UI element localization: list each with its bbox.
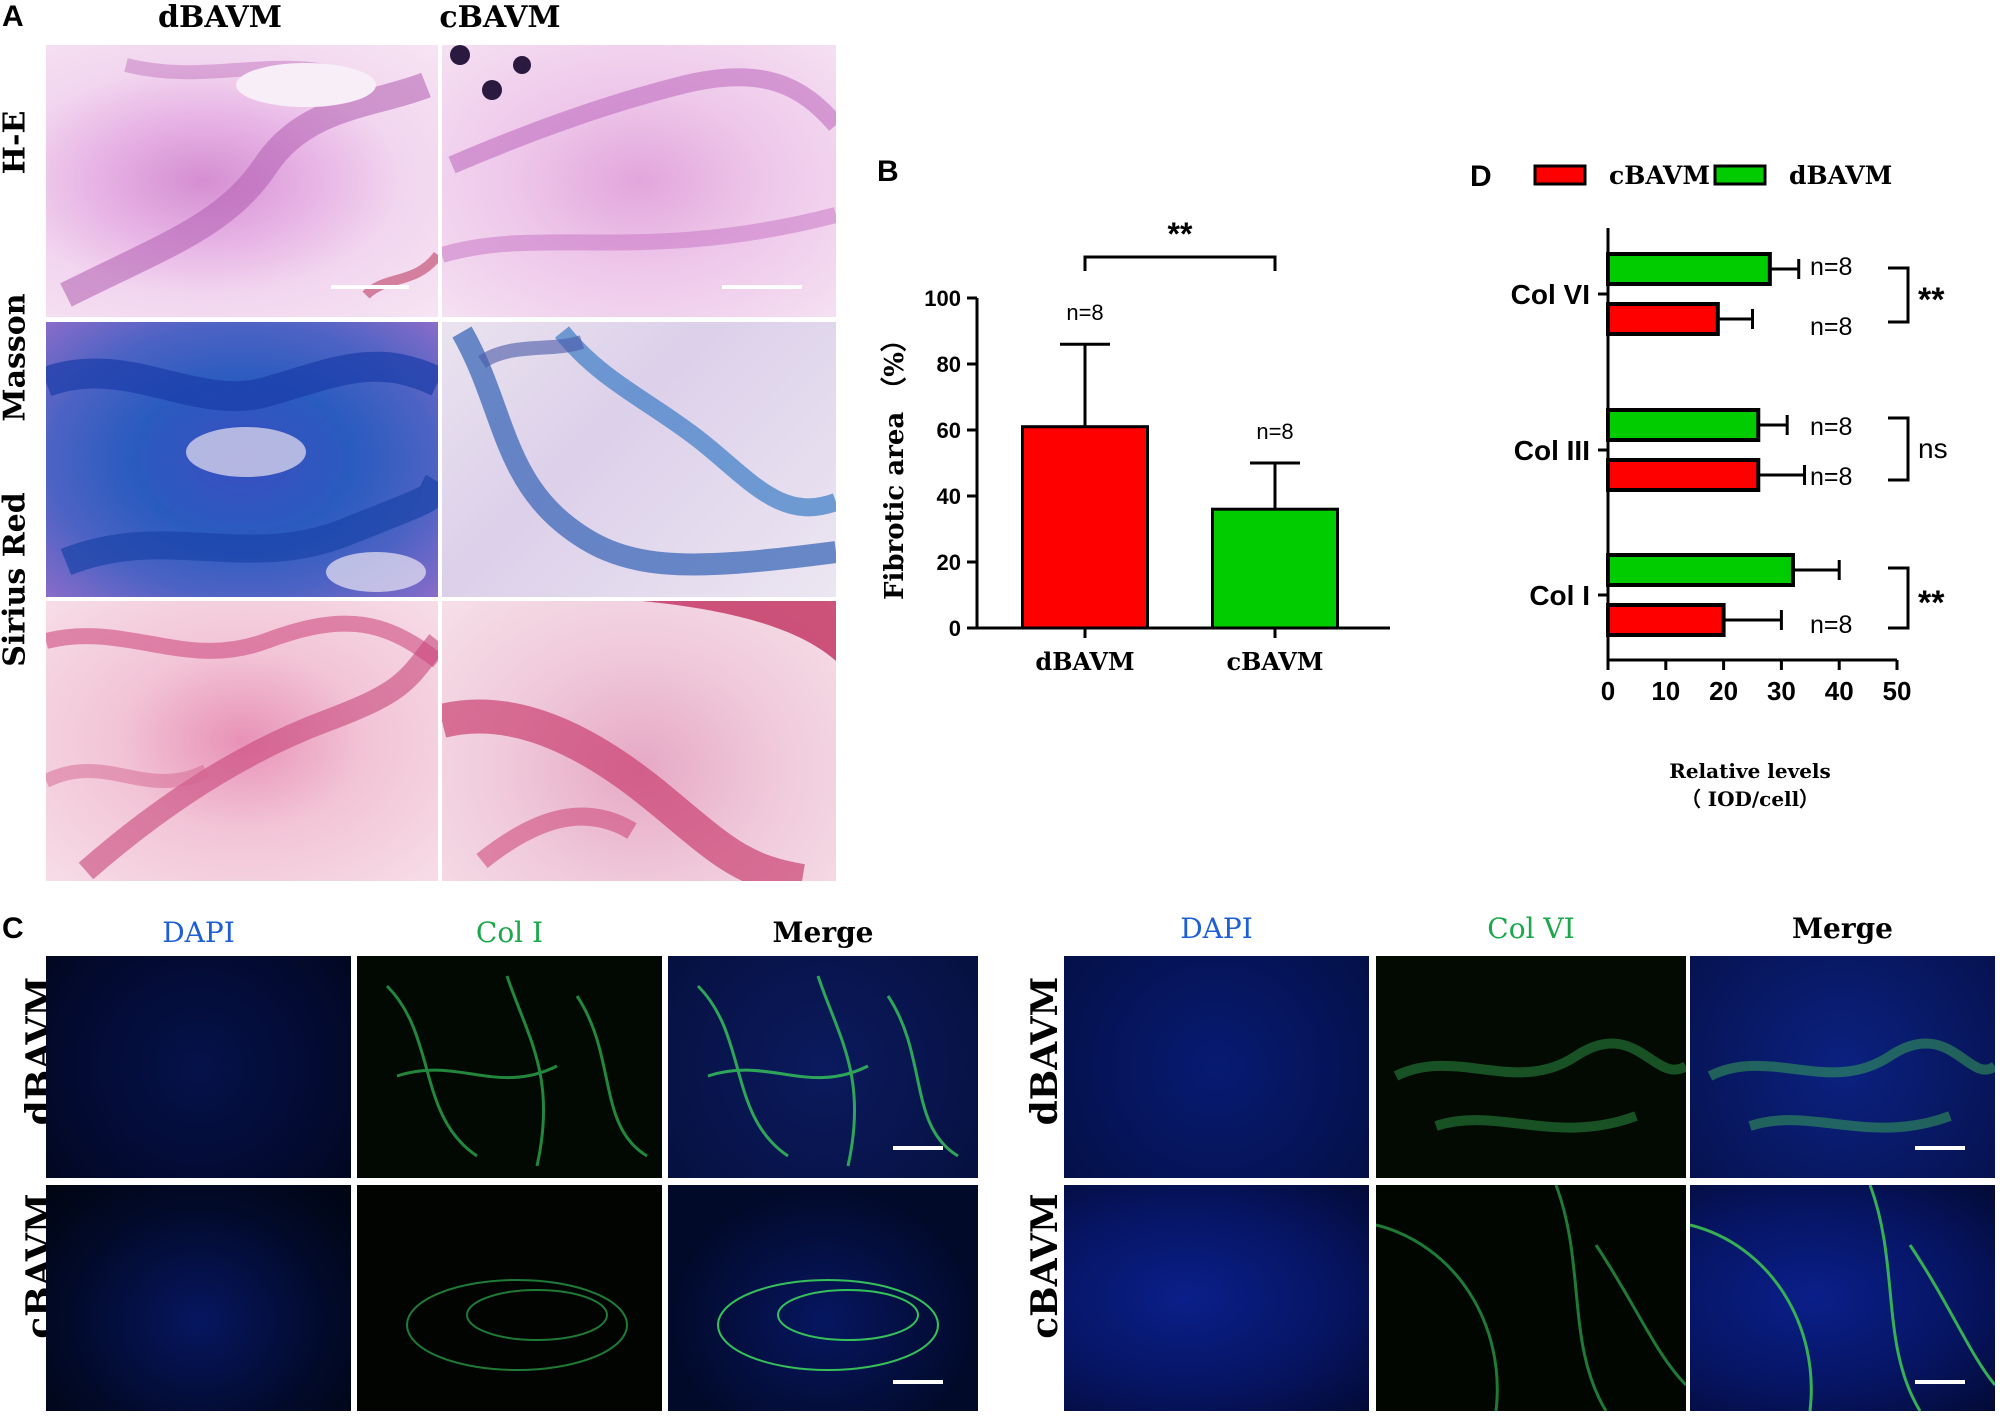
scale-bar xyxy=(1915,1146,1965,1150)
sirius-dbavm-image xyxy=(46,601,438,881)
y-tick-label: 80 xyxy=(937,352,961,377)
col1-dbavm-image xyxy=(357,956,662,1178)
masson-dbavm-image xyxy=(46,322,438,597)
bar xyxy=(1606,302,1720,336)
y-tick-label: 20 xyxy=(937,550,961,575)
panel-d-label: D xyxy=(1470,160,1492,193)
significance-label: ** xyxy=(1918,281,1945,319)
x-tick-label: dBAVM xyxy=(1035,647,1134,676)
x-tick-label: 50 xyxy=(1883,676,1912,706)
y-tick-label: 0 xyxy=(949,616,961,641)
n-label: n=8 xyxy=(1066,300,1103,325)
significance-bracket xyxy=(1888,266,1910,324)
x-tick-label: 20 xyxy=(1709,676,1738,706)
header-col1: Col I xyxy=(475,916,544,949)
panel-a-row-masson: Masson xyxy=(0,293,33,422)
significance-label: ** xyxy=(1168,216,1193,252)
col6-cbavm-image xyxy=(1376,1185,1686,1411)
n-label: n=8 xyxy=(1810,253,1852,281)
bar xyxy=(1606,603,1726,637)
dapi-dbavm-col6-image xyxy=(1064,956,1369,1178)
legend-label: dBAVM xyxy=(1789,161,1892,190)
x-tick-label: 10 xyxy=(1651,676,1680,706)
n-label: n=8 xyxy=(1810,463,1852,491)
scale-bar xyxy=(1915,1380,1965,1384)
legend-label: cBAVM xyxy=(1609,161,1710,190)
merge-dbavm-col1-image xyxy=(668,956,978,1178)
significance-bracket xyxy=(1083,255,1277,271)
significance-label: ** xyxy=(1918,584,1945,622)
row-cbavm-right: cBAVM xyxy=(1024,1193,1066,1339)
y-tick-label: 60 xyxy=(937,418,961,443)
header-dapi-left: DAPI xyxy=(162,916,235,949)
scale-bar xyxy=(331,285,409,289)
panel-b-label: B xyxy=(877,155,899,188)
x-tick-label: cBAVM xyxy=(1227,647,1324,676)
n-label: n=8 xyxy=(1810,413,1852,441)
n-label: n=8 xyxy=(1810,313,1852,341)
significance-bracket xyxy=(1888,566,1910,630)
y-tick-label: Col III xyxy=(1514,435,1590,466)
bar xyxy=(1021,425,1149,630)
masson-cbavm-image xyxy=(442,322,836,597)
panel-a-row-he: H-E xyxy=(0,110,33,175)
legend-swatch xyxy=(1533,164,1587,186)
bar xyxy=(1606,458,1761,492)
x-tick-label: 0 xyxy=(1601,676,1615,706)
header-col6: Col VI xyxy=(1487,912,1575,945)
scale-bar xyxy=(893,1146,943,1150)
legend-swatch xyxy=(1713,164,1767,186)
panel-a-col-cbavm: cBAVM xyxy=(439,0,561,35)
header-dapi-right: DAPI xyxy=(1180,912,1253,945)
header-merge-right: Merge xyxy=(1792,912,1893,945)
panel-a-label: A xyxy=(2,0,24,33)
merge-dbavm-col6-image xyxy=(1690,956,1995,1178)
dapi-cbavm-col1-image xyxy=(46,1185,351,1411)
panel-c-label: C xyxy=(2,912,24,945)
significance-bracket xyxy=(1888,416,1910,482)
x-axis-label: Relative levels xyxy=(1669,759,1831,783)
y-tick-label: Col VI xyxy=(1511,279,1590,310)
collagen-levels-chart: cBAVM dBAVM 0 10 20 30 40 50 Col VI Col III Col I n… xyxy=(1511,161,1948,811)
bar xyxy=(1606,408,1761,442)
he-cbavm-image xyxy=(442,45,836,317)
y-tick-label: 100 xyxy=(924,286,961,311)
y-tick-label: 40 xyxy=(937,484,961,509)
fibrotic-area-chart: 0 20 40 60 80 100 Fibrotic area （%） n=8 dBAVM n=8… xyxy=(880,216,1390,676)
scale-bar xyxy=(722,285,802,289)
col1-cbavm-image xyxy=(357,1185,662,1411)
x-tick-label: 40 xyxy=(1825,676,1854,706)
x-tick-label: 30 xyxy=(1767,676,1796,706)
scale-bar xyxy=(893,1380,943,1384)
significance-label: ns xyxy=(1918,433,1948,464)
col6-dbavm-image xyxy=(1376,956,1686,1178)
x-axis-label-unit: （ IOD/cell） xyxy=(1681,787,1820,811)
merge-cbavm-col1-image xyxy=(668,1185,978,1411)
n-label: n=8 xyxy=(1256,419,1293,444)
bar xyxy=(1211,507,1339,630)
n-label: n=8 xyxy=(1810,611,1852,639)
y-tick-label: Col I xyxy=(1529,580,1590,611)
bar xyxy=(1606,553,1795,587)
dapi-dbavm-col1-image xyxy=(46,956,351,1178)
he-dbavm-image xyxy=(46,45,438,317)
header-merge-left: Merge xyxy=(772,916,874,949)
panel-a-row-sirius: Sirius Red xyxy=(0,492,33,667)
row-dbavm-right: dBAVM xyxy=(1024,976,1066,1126)
merge-cbavm-col6-image xyxy=(1690,1185,1995,1411)
dapi-cbavm-col6-image xyxy=(1064,1185,1369,1411)
panel-a-col-dbavm: dBAVM xyxy=(158,0,282,35)
bar xyxy=(1606,252,1772,286)
sirius-cbavm-image xyxy=(442,601,836,881)
y-axis-label: Fibrotic area （%） xyxy=(880,326,910,600)
